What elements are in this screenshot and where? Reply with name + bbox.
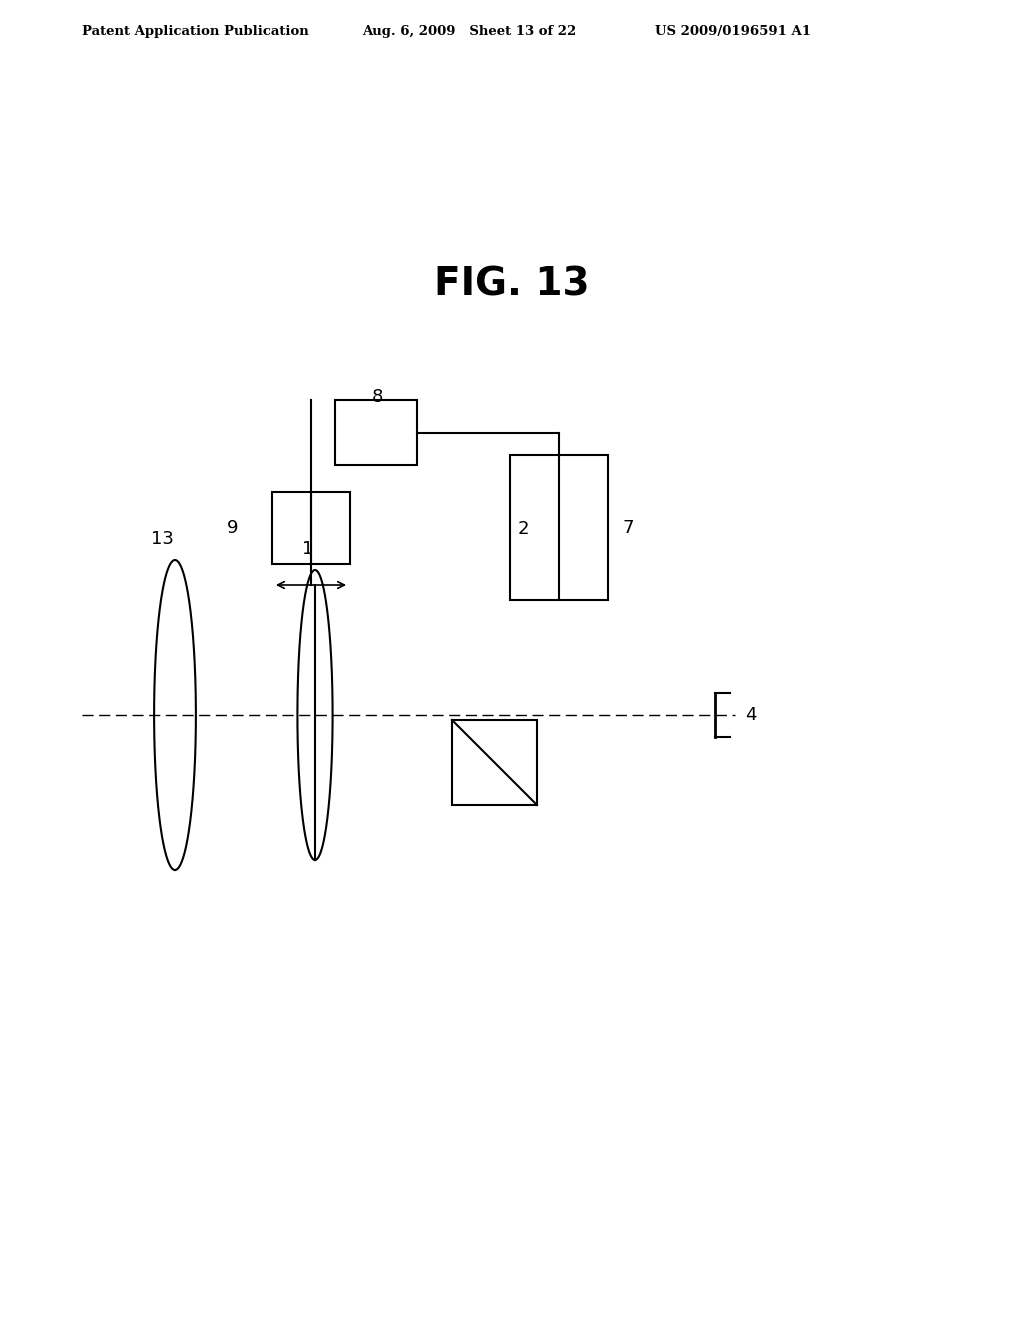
Bar xyxy=(510,455,608,601)
Text: Aug. 6, 2009   Sheet 13 of 22: Aug. 6, 2009 Sheet 13 of 22 xyxy=(362,25,577,38)
Text: 1: 1 xyxy=(302,540,313,558)
Text: 8: 8 xyxy=(372,388,383,407)
Text: 2: 2 xyxy=(518,520,529,539)
Bar xyxy=(452,719,537,805)
Text: 9: 9 xyxy=(226,519,238,537)
Text: FIG. 13: FIG. 13 xyxy=(434,265,590,304)
Text: 7: 7 xyxy=(622,519,634,537)
Bar xyxy=(272,492,350,564)
Text: Patent Application Publication: Patent Application Publication xyxy=(82,25,309,38)
Text: US 2009/0196591 A1: US 2009/0196591 A1 xyxy=(655,25,811,38)
Bar xyxy=(335,400,417,465)
Text: 13: 13 xyxy=(151,531,173,548)
Text: 4: 4 xyxy=(745,706,757,723)
